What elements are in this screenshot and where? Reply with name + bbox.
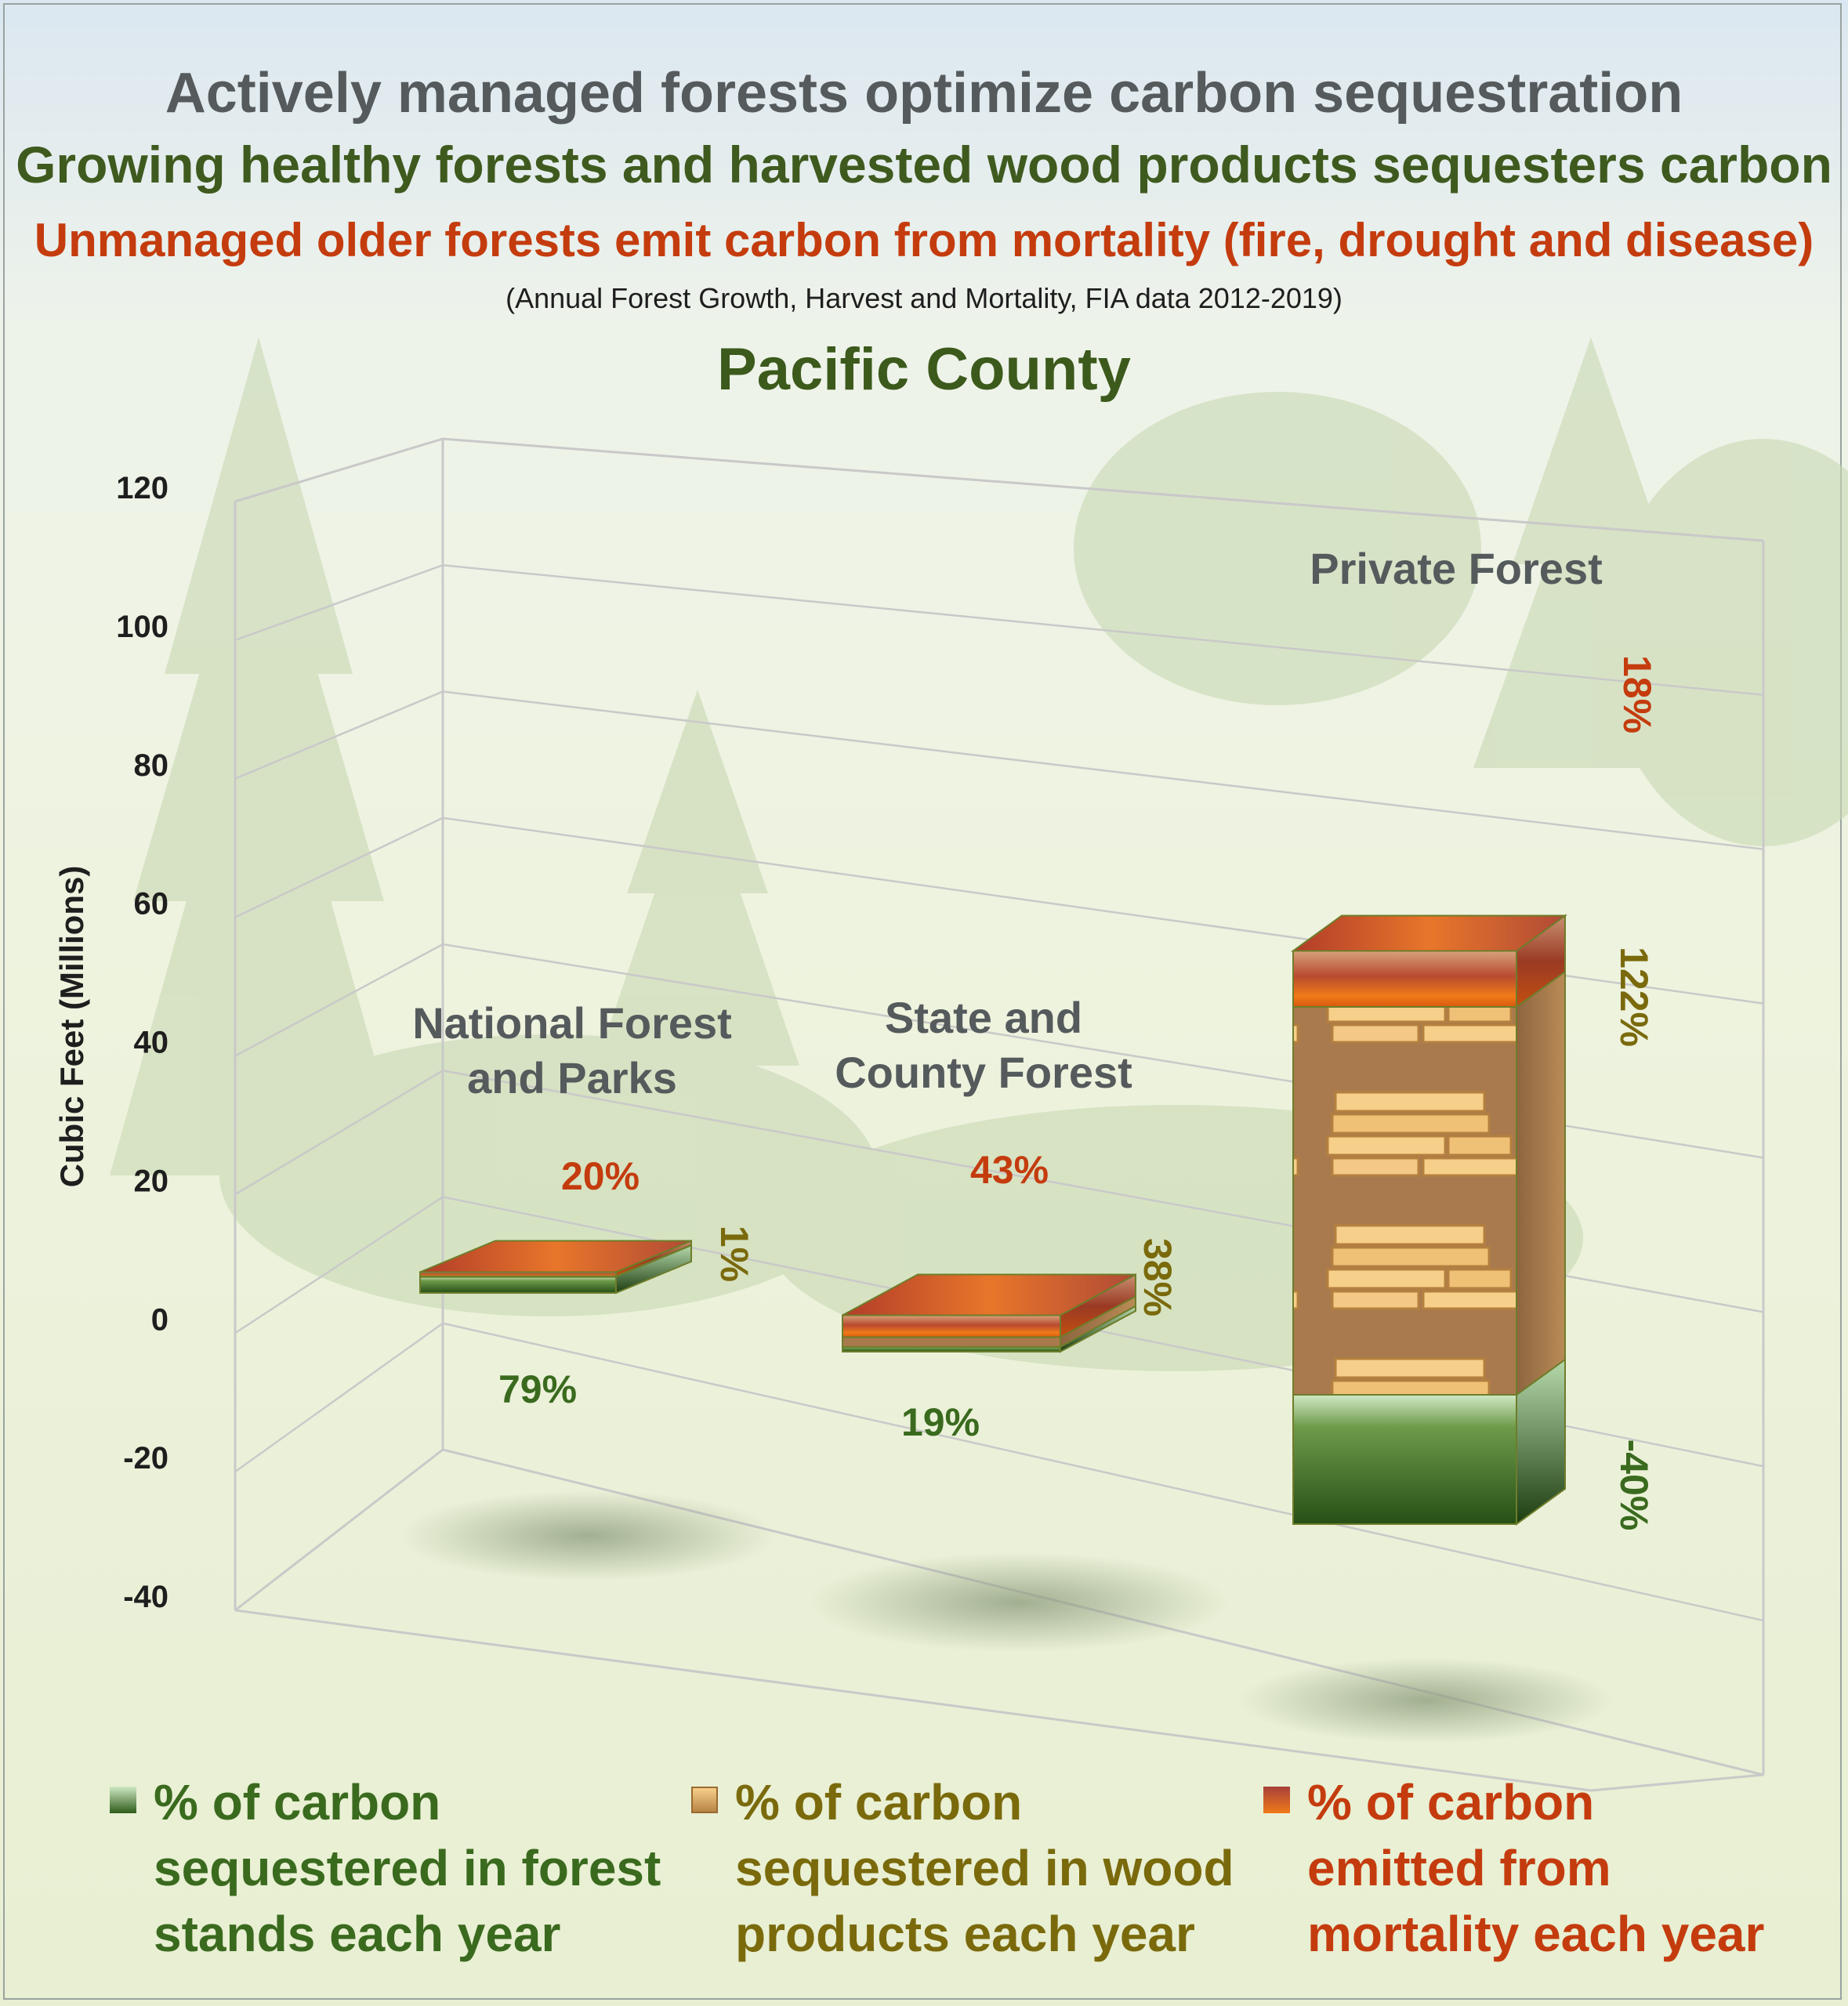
bar-segment-wood [1292, 970, 1566, 1396]
bar-shadow [1238, 1657, 1614, 1743]
y-tick-label: 40 [134, 1026, 169, 1060]
bar-top-mortality [1290, 914, 1568, 952]
bar-segment-wood [842, 1294, 1136, 1349]
fire-icon [1263, 1787, 1290, 1813]
category-label: National Forest [412, 998, 732, 1048]
chart-title: Actively managed forests optimize carbon… [165, 62, 1683, 125]
bar-segment-mortality [842, 1273, 1136, 1339]
y-tick-label: 20 [134, 1164, 169, 1198]
bar-front-mortality [842, 1314, 1061, 1338]
y-tick-label: -40 [123, 1580, 168, 1614]
percent-label-wood: 38% [1136, 1238, 1179, 1316]
y-tick-label: 120 [116, 471, 168, 505]
legend-label-forest: % of carbon sequestered in forest stands e… [154, 1774, 661, 1962]
legend-label-wood: % of carbon sequestered in wood products e… [735, 1774, 1234, 1962]
y-tick-label: 100 [116, 610, 168, 644]
category-label: Private Forest [1310, 544, 1603, 593]
y-tick-label: 60 [134, 887, 169, 922]
bar-segment-forest [1292, 1358, 1566, 1526]
y-axis-label: Cubic Feet (Millions) [53, 866, 90, 1188]
percent-label-forest: 19% [901, 1400, 980, 1444]
category-label: County Forest [835, 1048, 1132, 1097]
bar-segment-mortality [1290, 914, 1568, 1008]
bar-segment-mortality [419, 1239, 692, 1278]
chart-subtitle-emissions: Unmanaged older forests emit carbon from… [34, 214, 1814, 266]
lumber-icon [691, 1787, 718, 1813]
gridline [234, 563, 1764, 697]
bar-front-wood [842, 1336, 1061, 1348]
bar-front-wood [1292, 1006, 1517, 1396]
percent-label-forest: -40% [1612, 1439, 1656, 1531]
chart-frame [3, 3, 1842, 2000]
legend-label-mortality: % of carbon emitted from mortality each ye… [1307, 1774, 1765, 1962]
category-label: and Parks [467, 1053, 677, 1103]
percent-label-mortality: 20% [561, 1154, 640, 1198]
percent-label-mortality: 18% [1615, 655, 1659, 733]
percent-label-mortality: 43% [970, 1148, 1049, 1192]
bar-top-mortality [419, 1240, 692, 1273]
category-label: State and [885, 993, 1082, 1042]
bar-shadow [807, 1552, 1230, 1653]
bar-shadow [400, 1490, 776, 1581]
bar-segment-forest [419, 1244, 692, 1294]
y-tick-label: 80 [134, 748, 169, 783]
y-tick-label: -20 [123, 1441, 168, 1476]
forest-icon [110, 1787, 136, 1813]
background-trees [110, 337, 1848, 1371]
bar-front-forest [419, 1276, 617, 1294]
percent-label-wood: 122% [1612, 947, 1656, 1047]
gridline [234, 690, 1764, 850]
bar-side-wood [1516, 970, 1566, 1396]
bar-top-mortality [842, 1273, 1136, 1316]
gridline [234, 437, 1764, 542]
percent-label-forest: 79% [498, 1367, 577, 1411]
y-tick-label: 0 [151, 1302, 168, 1337]
frame-floor-front [234, 1609, 1764, 1792]
data-source-note: (Annual Forest Growth, Harvest and Morta… [505, 282, 1343, 314]
chart-subtitle-sequestration: Growing healthy forests and harvested wo… [16, 136, 1832, 194]
region-title: Pacific County [717, 336, 1131, 403]
bar-front-mortality [1292, 950, 1517, 1008]
bar-front-forest [1292, 1394, 1517, 1525]
percent-label-wood: 1% [712, 1226, 756, 1282]
